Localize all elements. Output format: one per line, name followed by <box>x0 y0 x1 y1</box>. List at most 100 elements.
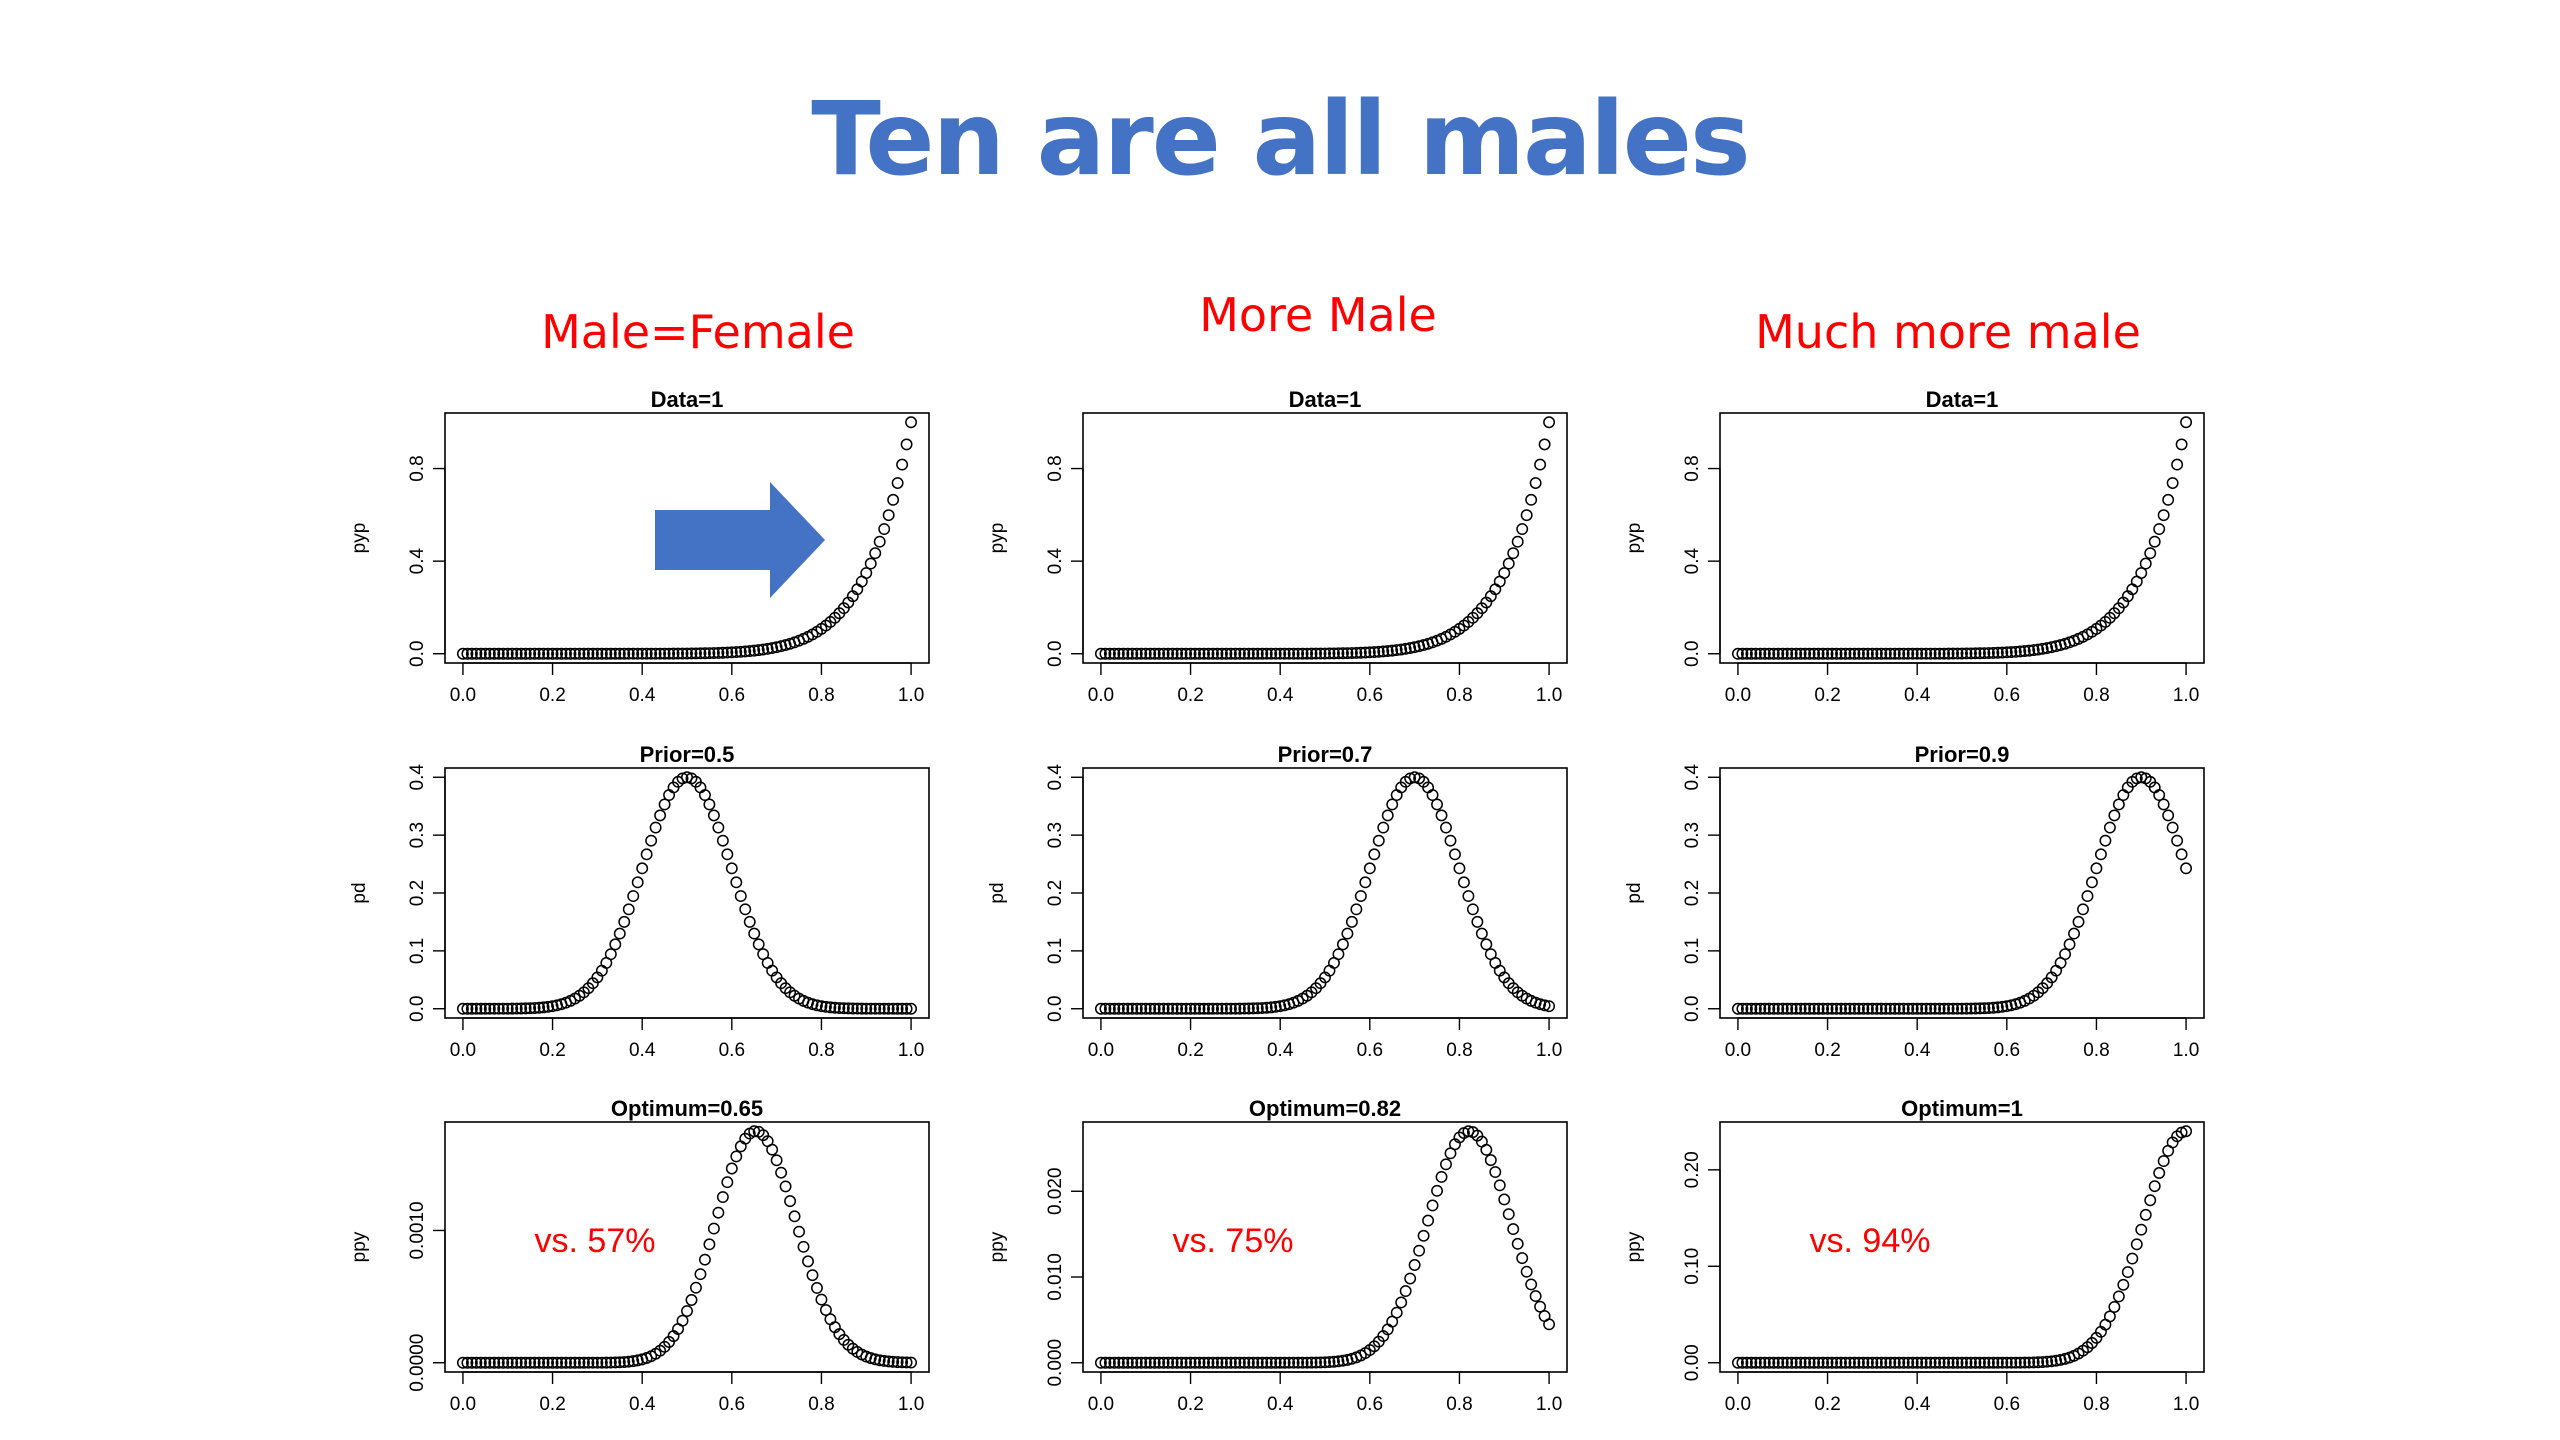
data-point <box>1193 1356 1206 1369</box>
data-point <box>1776 1356 1789 1369</box>
data-point <box>2036 1356 2049 1368</box>
x-tick-label: 0.6 <box>719 1394 745 1415</box>
x-tick-label: 0.6 <box>1994 1394 2020 1415</box>
y-tick-label: 0.0 <box>407 996 428 1022</box>
data-point <box>519 1356 532 1369</box>
plot-frame <box>1719 412 2205 664</box>
data-point <box>1888 647 1901 660</box>
data-point <box>878 523 891 536</box>
data-point <box>1139 647 1152 660</box>
data-point <box>555 1356 568 1369</box>
data-point <box>627 647 640 660</box>
data-point <box>1381 809 1394 822</box>
x-tick-label: 1.0 <box>1536 1394 1562 1415</box>
data-point <box>887 1355 900 1368</box>
data-point <box>887 1002 900 1015</box>
data-point <box>1942 647 1955 660</box>
data-point <box>470 1002 483 1015</box>
data-point <box>586 1356 599 1369</box>
y-tick-label: 0.3 <box>1682 822 1703 848</box>
data-point <box>1848 1356 1861 1369</box>
data-point <box>725 646 738 659</box>
x-tick-label: 0.8 <box>808 685 834 706</box>
data-point <box>546 1356 559 1369</box>
data-point <box>1821 647 1834 660</box>
data-point <box>1902 647 1915 660</box>
data-point <box>1534 998 1547 1011</box>
data-point <box>546 1000 559 1013</box>
data-point <box>2018 1356 2031 1369</box>
y-axis-label: pyp <box>349 523 370 554</box>
data-point <box>1511 535 1524 548</box>
data-point <box>1310 1356 1322 1369</box>
data-point <box>474 1356 487 1369</box>
data-point <box>2094 848 2107 861</box>
data-point <box>1126 1002 1139 1015</box>
data-point <box>2112 798 2125 811</box>
data-point <box>882 509 895 522</box>
data-point <box>1808 647 1821 660</box>
x-tick-label: 0.4 <box>629 1394 656 1415</box>
data-point <box>1121 647 1134 660</box>
right-arrow-icon <box>655 482 825 598</box>
data-point <box>2157 798 2170 811</box>
data-point <box>1251 647 1264 660</box>
data-point <box>1435 1170 1448 1183</box>
data-point <box>685 647 698 660</box>
data-point <box>1274 647 1287 660</box>
x-tick-label: 0.6 <box>1994 685 2020 706</box>
x-tick-label: 0.6 <box>719 1040 745 1061</box>
data-point <box>1736 1356 1749 1369</box>
data-point <box>1157 1002 1170 1015</box>
data-point <box>1835 647 1847 660</box>
data-point <box>1162 1002 1175 1015</box>
data-point <box>2171 834 2184 847</box>
data-point <box>905 1356 918 1369</box>
data-point <box>2171 458 2184 471</box>
y-tick-label: 0.2 <box>407 880 428 906</box>
data-point <box>1112 1002 1125 1015</box>
data-point <box>1265 1001 1278 1014</box>
data-point <box>519 1002 532 1015</box>
x-tick-label: 0.6 <box>719 685 745 706</box>
data-point <box>1202 1356 1215 1369</box>
data-point <box>1471 915 1484 928</box>
data-point <box>506 1002 519 1015</box>
data-point <box>1776 1002 1789 1015</box>
y-tick-label: 0.10 <box>1682 1248 1703 1285</box>
data-point <box>1758 1002 1771 1015</box>
data-point <box>1283 1356 1296 1369</box>
data-point <box>725 1162 738 1175</box>
data-point <box>1377 821 1390 834</box>
data-point <box>1767 1356 1780 1369</box>
data-point <box>1440 821 1452 834</box>
data-point <box>577 647 590 660</box>
data-point <box>1884 1002 1897 1015</box>
data-point <box>869 1353 882 1366</box>
data-point <box>864 1002 877 1015</box>
data-point <box>1929 1002 1942 1015</box>
data-point <box>1305 647 1318 660</box>
data-point <box>1386 644 1399 657</box>
data-point <box>1736 647 1749 660</box>
data-point <box>1794 1356 1807 1369</box>
data-point <box>730 646 743 659</box>
data-point <box>1287 647 1300 660</box>
data-point <box>1835 1002 1847 1015</box>
data-point <box>1817 1356 1830 1369</box>
plot-title: Data=1 <box>1289 387 1362 412</box>
data-point <box>1112 1356 1125 1369</box>
data-point <box>1879 1002 1892 1015</box>
data-point <box>1839 1356 1852 1369</box>
data-point <box>1893 1356 1906 1369</box>
data-point <box>1377 645 1390 658</box>
x-tick-label: 0.4 <box>629 685 656 706</box>
data-point <box>676 1314 689 1327</box>
data-point <box>2027 1356 2040 1369</box>
y-tick-label: 0.2 <box>1045 880 1066 906</box>
x-tick-label: 0.2 <box>1177 685 1203 706</box>
data-point <box>2139 1208 2152 1221</box>
data-point <box>1363 646 1376 659</box>
data-point <box>1171 1356 1184 1369</box>
data-point <box>1094 1356 1107 1369</box>
